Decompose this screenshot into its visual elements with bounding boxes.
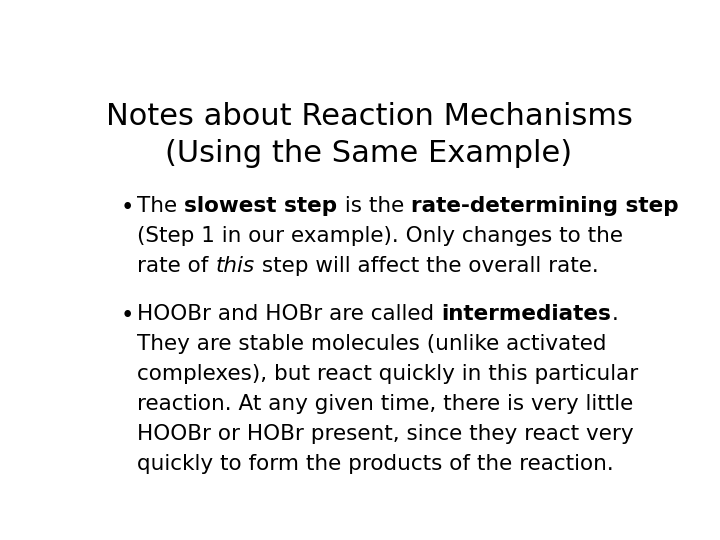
Text: HOOBr or HOBr present, since they react very: HOOBr or HOBr present, since they react … [138,424,634,444]
Text: They are stable molecules (unlike activated: They are stable molecules (unlike activa… [138,334,607,354]
Text: is the: is the [338,196,410,216]
Text: (Step 1 in our example). Only changes to the: (Step 1 in our example). Only changes to… [138,226,624,246]
Text: intermediates: intermediates [441,304,611,324]
Text: quickly to form the products of the reaction.: quickly to form the products of the reac… [138,454,614,474]
Text: slowest step: slowest step [184,196,338,216]
Text: reaction. At any given time, there is very little: reaction. At any given time, there is ve… [138,394,634,414]
Text: complexes), but react quickly in this particular: complexes), but react quickly in this pa… [138,364,639,384]
Text: this: this [216,255,255,275]
Text: HOOBr and HOBr are called: HOOBr and HOBr are called [138,304,441,324]
Text: •: • [121,196,134,219]
Text: •: • [121,304,134,327]
Text: rate of: rate of [138,255,216,275]
Text: The: The [138,196,184,216]
Text: Notes about Reaction Mechanisms
(Using the Same Example): Notes about Reaction Mechanisms (Using t… [106,102,632,168]
Text: .: . [611,304,618,324]
Text: rate-determining step: rate-determining step [410,196,678,216]
Text: step will affect the overall rate.: step will affect the overall rate. [255,255,599,275]
